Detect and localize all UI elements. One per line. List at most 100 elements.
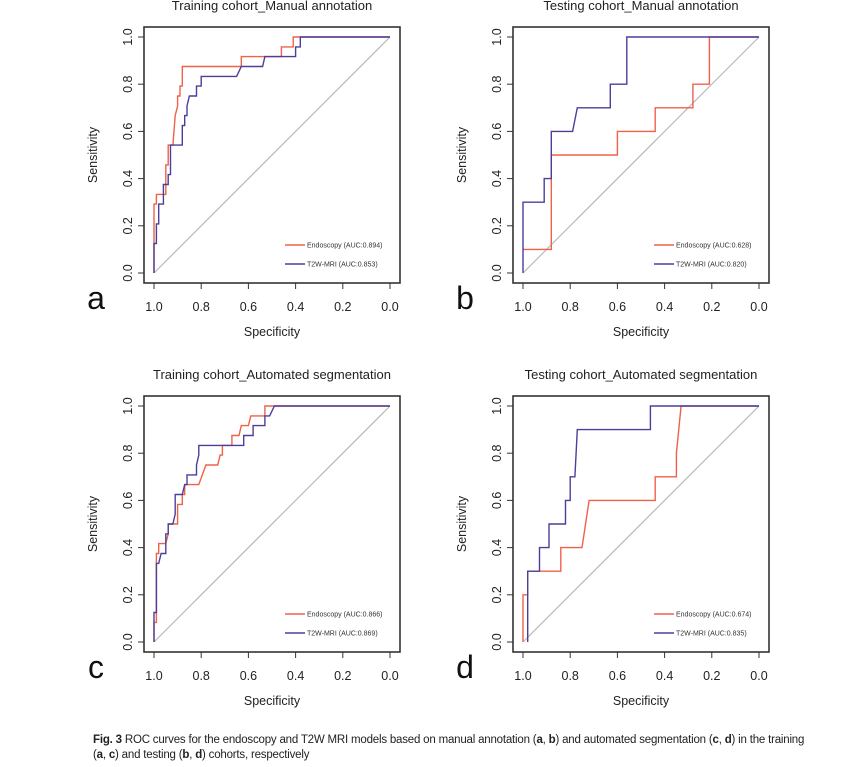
y-tick-label: 0.6 <box>490 492 504 509</box>
reference-diagonal <box>153 405 391 643</box>
reference-diagonal <box>522 405 760 643</box>
y-tick-label: 0.2 <box>121 217 135 234</box>
y-axis-label: Sensitivity <box>86 126 100 183</box>
roc-curve-t2w-mri <box>522 36 759 273</box>
x-axis-label: Specificity <box>244 325 301 339</box>
roc-curve-endoscopy <box>153 405 390 642</box>
plot-frame <box>512 26 770 284</box>
panel-c: Training cohort_Automated segmentation 0.… <box>0 0 422 720</box>
caption-text: , <box>102 749 109 761</box>
y-tick-label: 0.8 <box>490 75 504 92</box>
legend-label: Endoscopy (AUC:0.894) <box>307 243 382 250</box>
x-tick-label: 0.8 <box>193 300 210 314</box>
x-tick-label: 0.8 <box>193 669 210 683</box>
chart-title: Testing cohort_Manual annotation <box>543 0 738 13</box>
panel-letter: a <box>87 280 105 316</box>
panel-letter: b <box>456 280 474 316</box>
x-tick-label: 0.0 <box>750 669 767 683</box>
x-tick-label: 0.6 <box>240 300 257 314</box>
caption-text: ) and automated segmentation ( <box>555 734 713 746</box>
caption-text: , <box>189 749 196 761</box>
figure-caption: Fig. 3 ROC curves for the endoscopy and … <box>93 733 813 763</box>
x-tick-label: 0.4 <box>656 669 673 683</box>
y-tick-label: 0.4 <box>121 539 135 556</box>
y-tick-label: 0.0 <box>490 633 504 650</box>
x-tick-label: 0.6 <box>609 300 626 314</box>
y-tick-label: 0.0 <box>121 633 135 650</box>
roc-curve-endoscopy <box>153 36 390 273</box>
legend-label: Endoscopy (AUC:0.866) <box>307 612 382 619</box>
x-tick-label: 0.4 <box>656 300 673 314</box>
x-tick-label: 0.2 <box>703 300 720 314</box>
chart-title: Training cohort_Manual annotation <box>172 0 372 13</box>
y-tick-label: 1.0 <box>121 28 135 45</box>
legend-label: Endoscopy (AUC:0.674) <box>676 612 751 619</box>
legend-label: T2W-MRI (AUC:0.835) <box>676 631 747 638</box>
y-tick-label: 0.8 <box>490 444 504 461</box>
y-tick-label: 0.2 <box>490 217 504 234</box>
plot-frame <box>143 26 401 284</box>
x-axis-label: Specificity <box>613 694 670 708</box>
y-tick-label: 1.0 <box>490 397 504 414</box>
roc-curve-t2w-mri <box>153 36 390 273</box>
roc-curve-t2w-mri <box>153 405 390 642</box>
y-tick-label: 1.0 <box>490 28 504 45</box>
panel-letter: d <box>456 649 474 685</box>
caption-panel-ref: a <box>536 734 543 746</box>
x-tick-label: 0.6 <box>609 669 626 683</box>
y-tick-label: 0.8 <box>121 444 135 461</box>
y-tick-label: 0.4 <box>490 170 504 187</box>
caption-text: ) in the training ( <box>93 734 805 761</box>
roc-chart-c: Training cohort_Automated segmentation 0.… <box>86 367 401 708</box>
chart-title: Training cohort_Automated segmentation <box>153 367 391 382</box>
y-axis-label: Sensitivity <box>455 495 469 552</box>
caption-panel-ref: d <box>724 734 732 746</box>
caption-panel-ref: c <box>108 749 116 761</box>
x-tick-label: 0.0 <box>381 669 398 683</box>
x-tick-label: 0.4 <box>287 669 304 683</box>
panel-b: Testing cohort_Manual annotation 0.0 0.2 0.… <box>0 0 845 360</box>
legend-label: Endoscopy (AUC:0.628) <box>676 243 751 250</box>
x-tick-label: 1.0 <box>145 669 162 683</box>
y-tick-label: 0.4 <box>121 170 135 187</box>
reference-diagonal <box>522 36 760 274</box>
panel-d: Testing cohort_Automated segmentation 0.0… <box>455 367 770 708</box>
caption-panel-ref: c <box>712 734 719 746</box>
plot-frame <box>512 395 770 653</box>
x-tick-label: 1.0 <box>514 669 531 683</box>
panel-letter: c <box>88 649 104 685</box>
caption-text: , <box>542 734 549 746</box>
x-tick-label: 0.8 <box>562 669 579 683</box>
y-tick-label: 0.6 <box>490 123 504 140</box>
caption-panel-ref: d <box>195 749 203 761</box>
caption-panel-ref: a <box>96 749 103 761</box>
caption-text: ) cohorts, respectively <box>202 749 310 761</box>
reference-diagonal <box>153 36 391 274</box>
caption-text: , <box>718 734 725 746</box>
y-tick-label: 0.2 <box>490 586 504 603</box>
roc-chart-a: Training cohort_Manual annotation 0.0 0.2 0… <box>86 0 401 339</box>
y-tick-label: 0.0 <box>490 264 504 281</box>
caption-text: ROC curves for the endoscopy and T2W MRI… <box>121 734 537 746</box>
plot-frame <box>143 395 401 653</box>
y-tick-label: 0.0 <box>121 264 135 281</box>
legend-label: T2W-MRI (AUC:0.853) <box>307 262 378 269</box>
x-tick-label: 0.0 <box>750 300 767 314</box>
x-axis-label: Specificity <box>244 694 301 708</box>
roc-curve-t2w-mri <box>527 405 759 642</box>
y-tick-label: 1.0 <box>121 397 135 414</box>
x-tick-label: 0.2 <box>334 669 351 683</box>
x-tick-label: 0.6 <box>240 669 257 683</box>
x-axis-label: Specificity <box>613 325 670 339</box>
y-tick-label: 0.4 <box>490 539 504 556</box>
x-tick-label: 0.2 <box>703 669 720 683</box>
legend-label: T2W-MRI (AUC:0.820) <box>676 262 747 269</box>
roc-chart-b: Testing cohort_Manual annotation 0.0 0.2 0.… <box>455 0 770 339</box>
x-tick-label: 0.4 <box>287 300 304 314</box>
chart-title: Testing cohort_Automated segmentation <box>525 367 758 382</box>
x-tick-label: 1.0 <box>145 300 162 314</box>
y-tick-label: 0.6 <box>121 492 135 509</box>
y-axis-label: Sensitivity <box>455 126 469 183</box>
caption-panel-ref: b <box>182 749 190 761</box>
x-tick-label: 0.2 <box>334 300 351 314</box>
